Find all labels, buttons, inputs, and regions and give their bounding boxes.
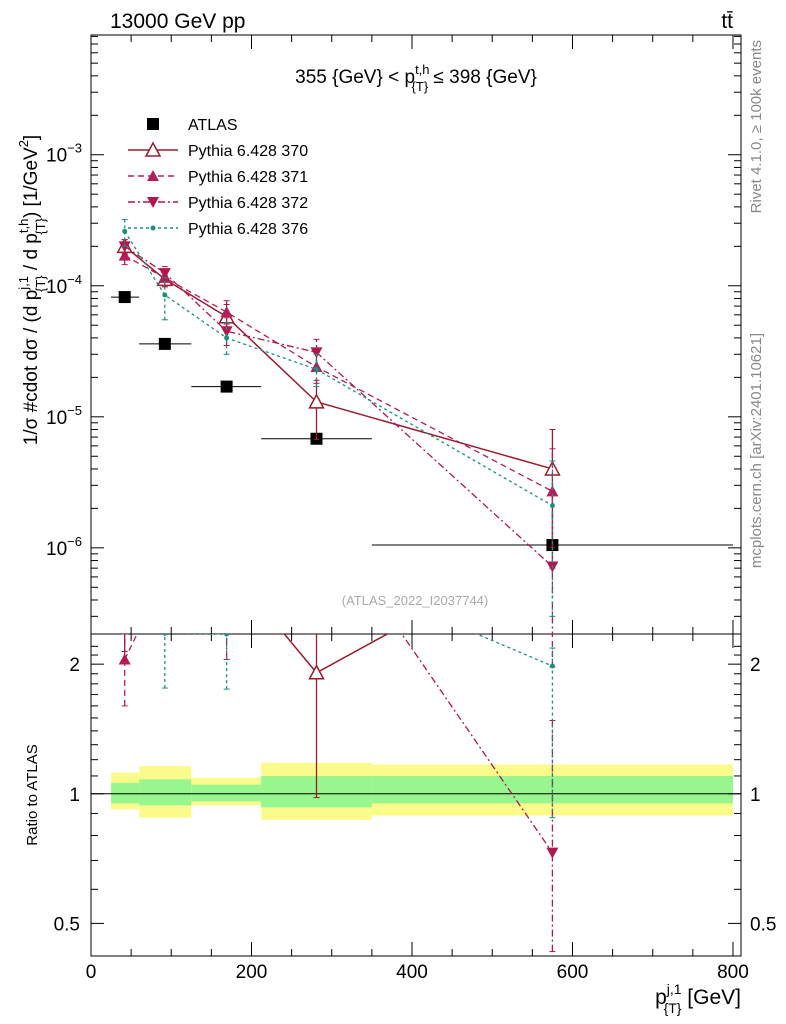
ylabel-sup3: 2 — [16, 140, 31, 147]
main-series-line — [124, 245, 553, 568]
mcplots-label: mcplots.cern.ch [arXiv:2401.10621] — [748, 333, 765, 568]
atlas-data-point — [118, 291, 131, 304]
main-series-marker — [158, 268, 171, 280]
x-tick-label: 200 — [236, 962, 268, 983]
legend-marker-atlas — [147, 118, 159, 130]
ylabel-sup2: t,h — [16, 219, 31, 233]
analysis-id: (ATLAS_2022_I2037744) — [342, 593, 488, 608]
legend-label: Pythia 6.428 372 — [188, 195, 308, 212]
ratio-series-group — [118, 634, 559, 953]
ratio-uncertainty-bands — [91, 762, 741, 820]
ylabel-a: 1/σ #cdot dσ / (d p — [21, 290, 42, 445]
rivet-label: Rivet 4.1.0, ≥ 100k events — [748, 40, 765, 213]
main-series-layer — [111, 219, 733, 634]
ratio-y-tick-label-right: 2 — [750, 655, 761, 676]
main-series-marker — [308, 393, 325, 409]
main-y-tick-label: 10−4 — [46, 272, 82, 298]
ratio-y-tick-label-right: 0.5 — [750, 914, 776, 935]
ylabel-b: / d p — [21, 233, 42, 275]
title-sub: {T} — [412, 79, 429, 94]
ratio-band-inner — [111, 782, 140, 804]
legend-label: ATLAS — [188, 117, 238, 134]
main-series-marker — [220, 306, 233, 318]
ratio-y-tick-label-right: 1 — [750, 785, 761, 806]
x-axis-label: pj,1 {T} [GeV] — [655, 981, 741, 1016]
axes-frames — [90, 34, 742, 957]
axis-ticks: 10−6 10−5 10−4 10−3 0.5 0.5 1 1 2 2 0 200 400 600 800 — [46, 35, 776, 983]
legend-marker — [147, 197, 159, 208]
xlabel-pre: p — [655, 986, 667, 1009]
main-y-tick-label: 10−6 — [46, 534, 82, 560]
legend-entry: ATLAS — [147, 117, 238, 134]
title-pre: 355 {GeV} < p — [295, 67, 415, 88]
ratio-y-tick-label-left: 2 — [69, 655, 80, 676]
legend-entry: Pythia 6.428 376 — [128, 221, 308, 238]
legend: ATLAS Pythia 6.428 370 Pythia 6.428 371 Pyt… — [128, 117, 308, 238]
ratio-series-marker — [162, 634, 168, 636]
ylabel-sub1: {T} — [33, 275, 48, 292]
ylabel-sup1: j,1 — [16, 276, 31, 291]
ratio-plot-frame — [90, 633, 742, 957]
x-tick-label: 400 — [396, 962, 428, 983]
x-tick-label: 800 — [717, 962, 749, 983]
ratio-y-tick-label-left: 1 — [69, 785, 80, 806]
xlabel-post: [GeV] — [681, 986, 741, 1009]
legend-label: Pythia 6.428 370 — [188, 143, 308, 160]
legend-entry: Pythia 6.428 371 — [128, 169, 308, 186]
legend-label: Pythia 6.428 376 — [188, 221, 308, 238]
x-tick-label: 0 — [86, 962, 97, 983]
atlas-data-point — [158, 337, 171, 350]
main-series-group — [111, 219, 733, 634]
main-series-marker — [310, 347, 323, 359]
main-series-marker — [122, 228, 128, 234]
ylabel-sub2: {T} — [33, 217, 48, 234]
energy-label: 13000 GeV pp — [110, 10, 245, 33]
xlabel-sup: j,1 — [666, 981, 682, 997]
ratio-series-marker — [224, 634, 230, 637]
ratio-series-layer — [118, 634, 559, 953]
legend-entry: Pythia 6.428 372 — [128, 195, 308, 212]
main-series-marker — [224, 335, 230, 341]
title-sup: t,h — [415, 62, 429, 77]
legend-marker — [147, 170, 159, 181]
atlas-data-point — [220, 380, 233, 393]
ratio-y-tick-label-left: 0.5 — [54, 914, 80, 935]
ratio-series-2 — [121, 634, 559, 953]
legend-marker — [150, 225, 156, 231]
main-series-marker — [220, 326, 233, 338]
main-series-4 — [121, 219, 556, 617]
ratio-series-marker — [308, 664, 325, 680]
title-post: ≤ 398 {GeV} — [428, 67, 537, 88]
ratio-band-inner — [191, 784, 262, 802]
x-tick-label: 600 — [557, 962, 589, 983]
main-series-marker — [549, 503, 555, 509]
main-series-marker — [313, 366, 319, 372]
ratio-series-marker — [546, 847, 559, 859]
legend-entry: Pythia 6.428 370 — [128, 141, 308, 160]
main-y-axis-label: 1/σ #cdot dσ / (d pj,1 {T} / d pt,h {T}) [… — [16, 135, 48, 445]
main-series-line — [124, 255, 553, 492]
ratio-band-inner — [139, 779, 192, 806]
main-series-marker — [118, 249, 131, 261]
ylabel-c: ) [1/GeV — [21, 147, 42, 218]
plot-title: 355 {GeV} < pt,h {T} ≤ 398 {GeV} — [295, 62, 537, 94]
ylabel-d: ] — [21, 135, 42, 140]
main-y-tick-label: 10−5 — [46, 403, 82, 429]
main-y-tick-label: 10−3 — [46, 141, 82, 167]
ratio-series-marker — [549, 663, 555, 669]
main-series-marker — [162, 292, 168, 298]
ratio-y-axis-label: Ratio to ATLAS — [24, 744, 41, 845]
process-label: tt̄ — [721, 10, 733, 33]
ratio-series-3 — [161, 634, 556, 819]
legend-label: Pythia 6.428 371 — [188, 169, 308, 186]
xlabel-sub: {T} — [664, 1000, 682, 1016]
legend-marker — [144, 141, 162, 157]
